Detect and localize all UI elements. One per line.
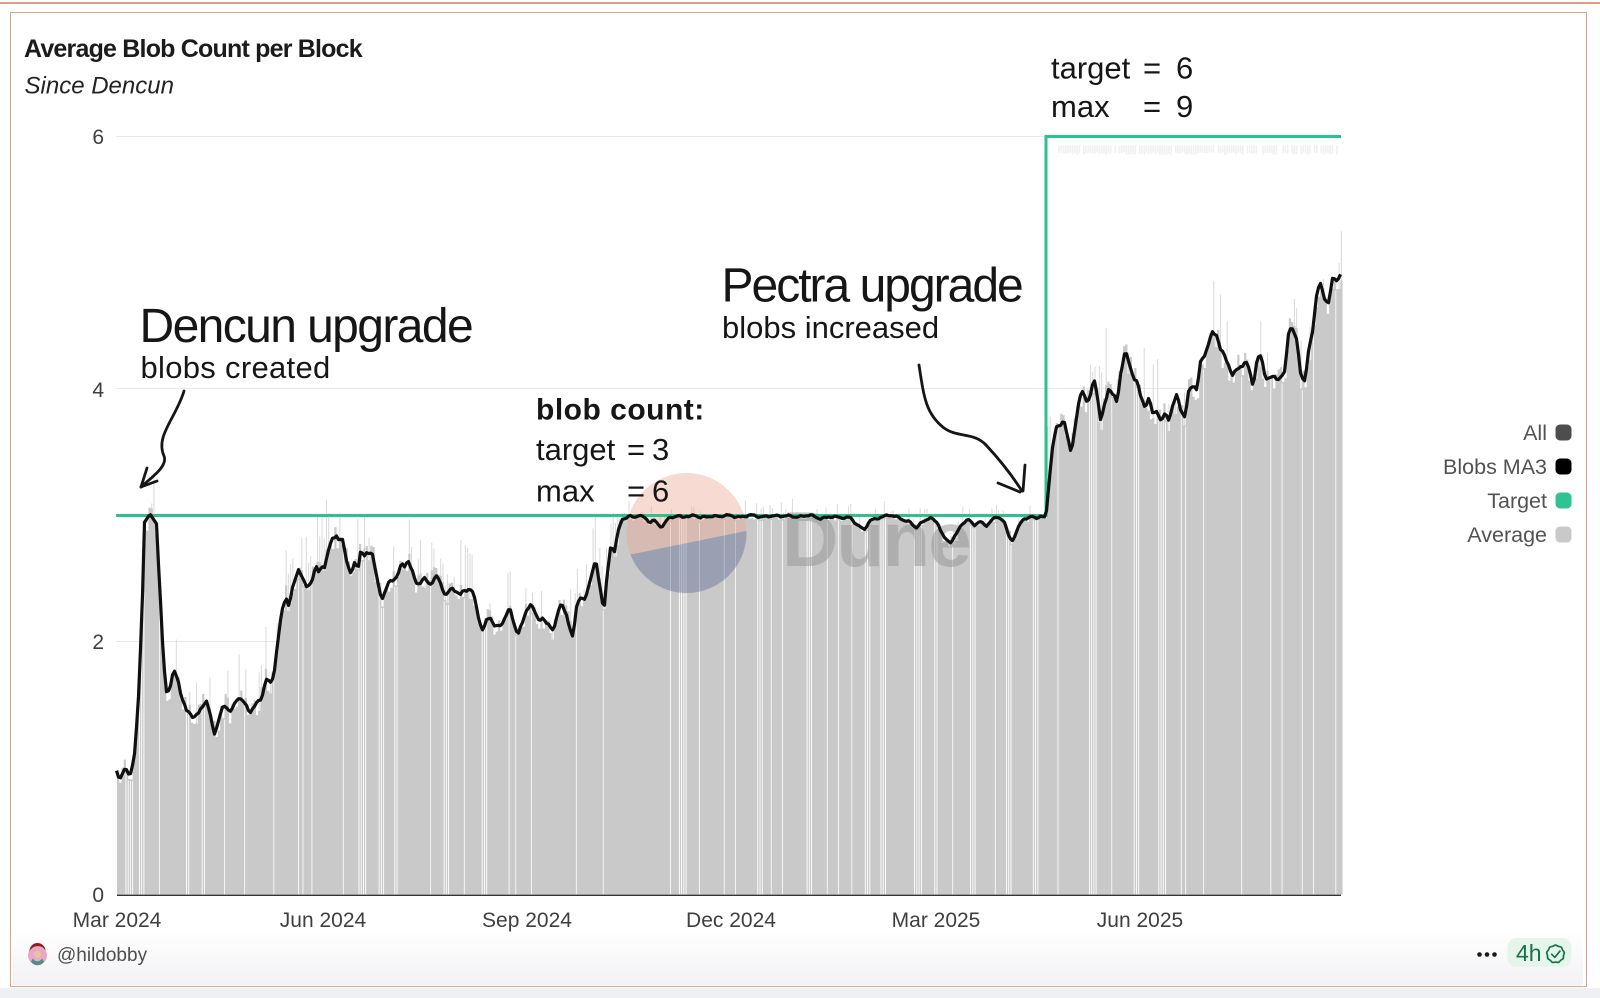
svg-text:blobs created: blobs created bbox=[141, 350, 331, 385]
svg-text:4h: 4h bbox=[1516, 940, 1542, 966]
svg-text:Pectra upgrade: Pectra upgrade bbox=[722, 260, 1023, 313]
svg-text:blob count:: blob count: bbox=[536, 394, 705, 427]
svg-text:Blobs MA3: Blobs MA3 bbox=[1443, 455, 1547, 479]
svg-text:Jun 2024: Jun 2024 bbox=[280, 909, 367, 932]
svg-text:Mar 2024: Mar 2024 bbox=[73, 909, 162, 932]
svg-text:Average Blob Count per Block: Average Blob Count per Block bbox=[24, 35, 363, 63]
svg-text:0: 0 bbox=[92, 884, 104, 907]
svg-text:blobs increased: blobs increased bbox=[722, 310, 939, 345]
svg-text:Dune: Dune bbox=[782, 495, 970, 583]
svg-text:Since Dencun: Since Dencun bbox=[25, 73, 174, 100]
svg-text:max=9: max = 9 bbox=[1051, 89, 1193, 124]
svg-text:Average: Average bbox=[1467, 523, 1547, 547]
svg-text:All: All bbox=[1523, 421, 1547, 445]
svg-text:Sep 2024: Sep 2024 bbox=[482, 909, 572, 932]
svg-text:Jun 2025: Jun 2025 bbox=[1097, 909, 1183, 932]
svg-text:target=3: target = 3 bbox=[536, 432, 669, 467]
svg-text:Dencun upgrade: Dencun upgrade bbox=[140, 300, 473, 353]
svg-text:6: 6 bbox=[92, 126, 104, 149]
svg-text:2: 2 bbox=[92, 631, 104, 654]
svg-text:4: 4 bbox=[92, 379, 104, 402]
svg-text:target=6: target = 6 bbox=[1051, 51, 1193, 86]
svg-text:Mar 2025: Mar 2025 bbox=[892, 909, 981, 932]
svg-text:@hildobby: @hildobby bbox=[57, 945, 148, 966]
svg-text:Target: Target bbox=[1487, 489, 1547, 513]
svg-text:Dec 2024: Dec 2024 bbox=[686, 909, 776, 932]
